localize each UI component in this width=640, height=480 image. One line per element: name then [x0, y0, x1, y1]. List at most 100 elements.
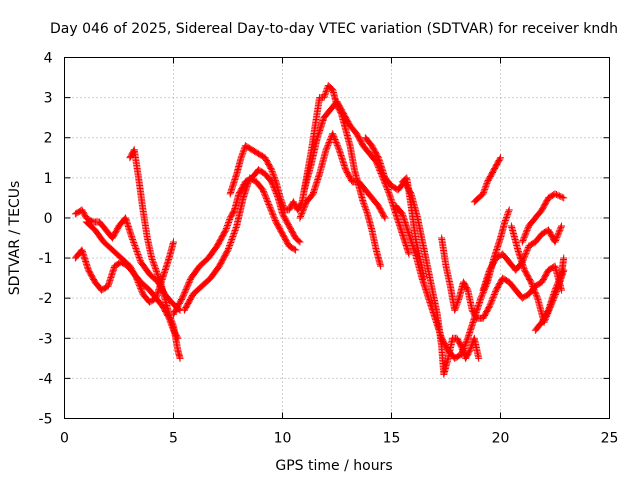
data-point	[166, 313, 174, 321]
data-point	[133, 248, 141, 256]
data-point	[384, 186, 392, 194]
data-point	[502, 215, 510, 223]
data-point	[229, 232, 237, 240]
data-point	[335, 144, 343, 152]
data-point	[183, 283, 191, 291]
data-point	[453, 300, 461, 308]
data-point	[268, 167, 276, 175]
data-point	[225, 245, 233, 253]
data-point	[524, 225, 532, 233]
y-tick-label: -1	[39, 251, 53, 267]
data-point	[154, 271, 162, 279]
data-point	[149, 259, 157, 267]
data-point	[496, 155, 504, 163]
data-point	[297, 211, 305, 219]
data-point	[131, 243, 139, 251]
data-point	[556, 274, 564, 282]
data-point	[237, 154, 245, 162]
data-point	[227, 237, 235, 245]
data-point	[551, 286, 559, 294]
data-point	[223, 223, 231, 231]
x-tick-label: 25	[601, 431, 619, 447]
x-tick-label: 0	[60, 431, 69, 447]
data-point	[135, 254, 143, 262]
data-point	[528, 280, 536, 288]
series-track-l	[438, 234, 566, 322]
data-point	[552, 191, 560, 199]
data-point	[268, 208, 276, 216]
y-axis-label: SDTVAR / TECUs	[7, 181, 23, 296]
data-point	[560, 194, 568, 202]
data-point	[553, 232, 561, 240]
data-point	[266, 203, 274, 211]
data-point	[153, 269, 161, 277]
data-point	[320, 92, 328, 100]
series-track-p	[518, 190, 568, 246]
data-point	[451, 305, 459, 313]
data-point	[459, 346, 467, 354]
data-point	[222, 224, 230, 232]
data-point	[475, 354, 483, 362]
data-point	[463, 336, 471, 344]
data-point	[519, 235, 527, 243]
data-point	[455, 296, 463, 304]
data-point	[462, 339, 470, 347]
data-point	[551, 238, 559, 246]
data-point	[178, 294, 186, 302]
data-point	[264, 198, 272, 206]
data-point	[557, 193, 565, 201]
data-point	[405, 250, 413, 258]
data-point	[295, 237, 303, 245]
data-point	[132, 246, 140, 254]
data-point	[504, 209, 512, 217]
data-point	[502, 213, 510, 221]
data-point	[228, 236, 236, 244]
data-point	[381, 214, 389, 222]
data-point	[532, 290, 540, 298]
data-point	[457, 350, 465, 358]
data-point	[231, 226, 239, 234]
data-point	[226, 242, 234, 250]
data-point	[132, 245, 140, 253]
data-point	[263, 196, 271, 204]
data-point	[183, 284, 191, 292]
data-point	[238, 151, 246, 159]
y-tick-label: 2	[44, 131, 53, 147]
data-point	[503, 212, 511, 220]
data-point	[259, 186, 267, 194]
data-point	[553, 280, 561, 288]
data-point	[184, 281, 192, 289]
data-point	[322, 89, 330, 97]
data-point	[131, 242, 139, 250]
data-point	[224, 246, 232, 254]
data-point	[463, 285, 471, 293]
data-point	[460, 343, 468, 351]
data-point	[478, 291, 486, 299]
data-point	[554, 191, 562, 199]
data-point	[487, 298, 495, 306]
data-point	[557, 223, 565, 231]
data-point	[363, 208, 371, 216]
data-point	[154, 272, 162, 280]
data-point	[136, 255, 144, 263]
data-point	[524, 245, 532, 253]
data-point	[554, 231, 562, 239]
data-point	[238, 152, 246, 160]
data-point	[361, 202, 369, 210]
y-tick-label: -4	[39, 371, 53, 387]
data-point	[277, 197, 285, 205]
data-point	[533, 293, 541, 301]
data-point	[360, 199, 368, 207]
data-points	[71, 82, 568, 378]
data-point	[479, 190, 487, 198]
data-point	[134, 277, 142, 285]
data-point	[277, 195, 285, 203]
data-point	[150, 262, 158, 270]
data-point	[133, 276, 141, 284]
data-point	[137, 284, 145, 292]
data-point	[460, 344, 468, 352]
data-point	[132, 274, 140, 282]
data-point	[290, 245, 298, 253]
x-tick-label: 10	[274, 431, 292, 447]
